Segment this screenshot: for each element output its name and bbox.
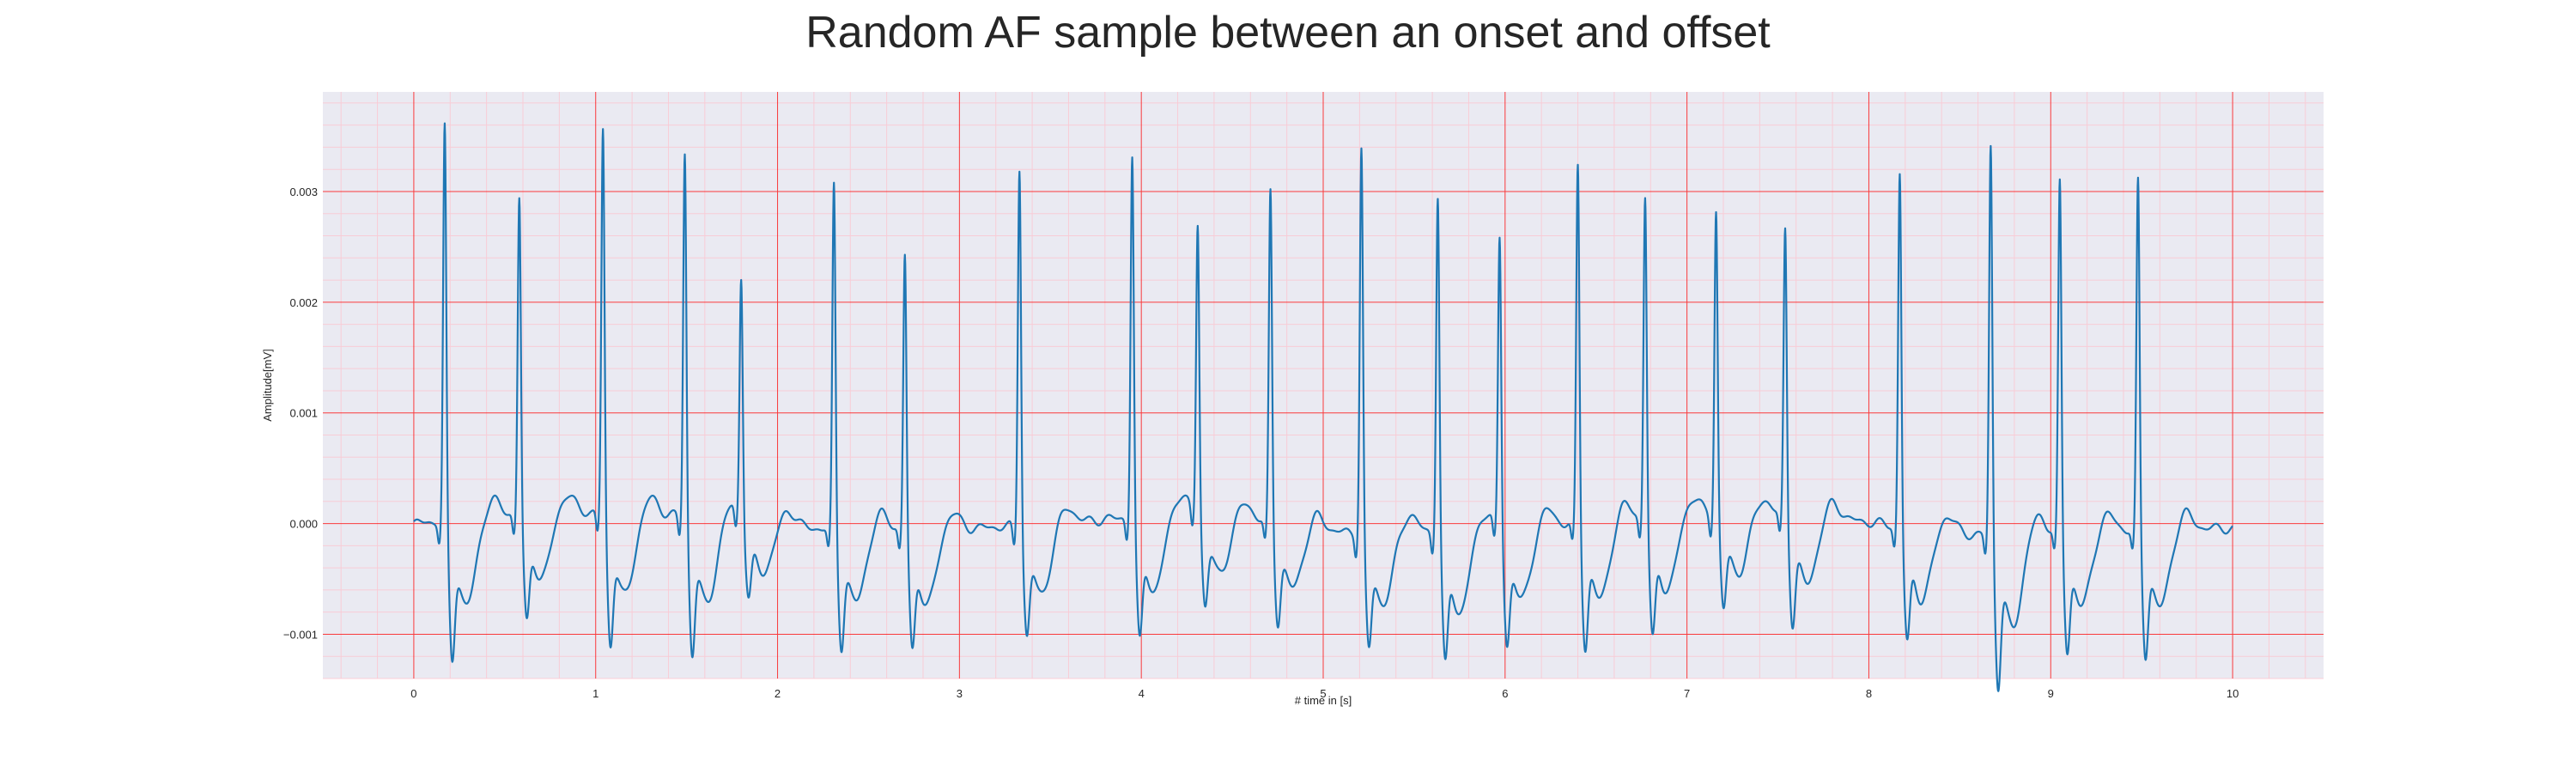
ecg-series-line <box>413 122 2233 692</box>
y-tick-label: 0.002 <box>289 296 318 309</box>
x-tick-label: 8 <box>1866 687 1872 700</box>
x-axis-label: # time in [s] <box>1295 694 1352 707</box>
y-tick-label: 0.003 <box>289 186 318 198</box>
x-tick-label: 3 <box>957 687 963 700</box>
y-tick-label: 0.001 <box>289 407 318 420</box>
chart-title: Random AF sample between an onset and of… <box>805 8 1771 58</box>
major-grid <box>323 92 2324 679</box>
x-tick-label: 10 <box>2227 687 2239 700</box>
x-tick-label: 1 <box>592 687 598 700</box>
y-tick-label: 0.000 <box>289 518 318 531</box>
x-tick-labels: 0 1 2 3 4 5 6 7 8 9 10 <box>410 687 2239 700</box>
x-tick-label: 7 <box>1684 687 1690 700</box>
x-tick-label: 5 <box>1320 687 1326 700</box>
x-tick-label: 2 <box>775 687 781 700</box>
x-tick-label: 6 <box>1502 687 1508 700</box>
y-tick-label: −0.001 <box>283 628 318 641</box>
x-tick-label: 4 <box>1139 687 1145 700</box>
x-tick-label: 9 <box>2048 687 2054 700</box>
y-axis-label: Amplitude[mV] <box>261 349 274 422</box>
y-tick-labels: −0.001 0.000 0.001 0.002 0.003 <box>283 186 318 641</box>
x-tick-label: 0 <box>410 687 416 700</box>
